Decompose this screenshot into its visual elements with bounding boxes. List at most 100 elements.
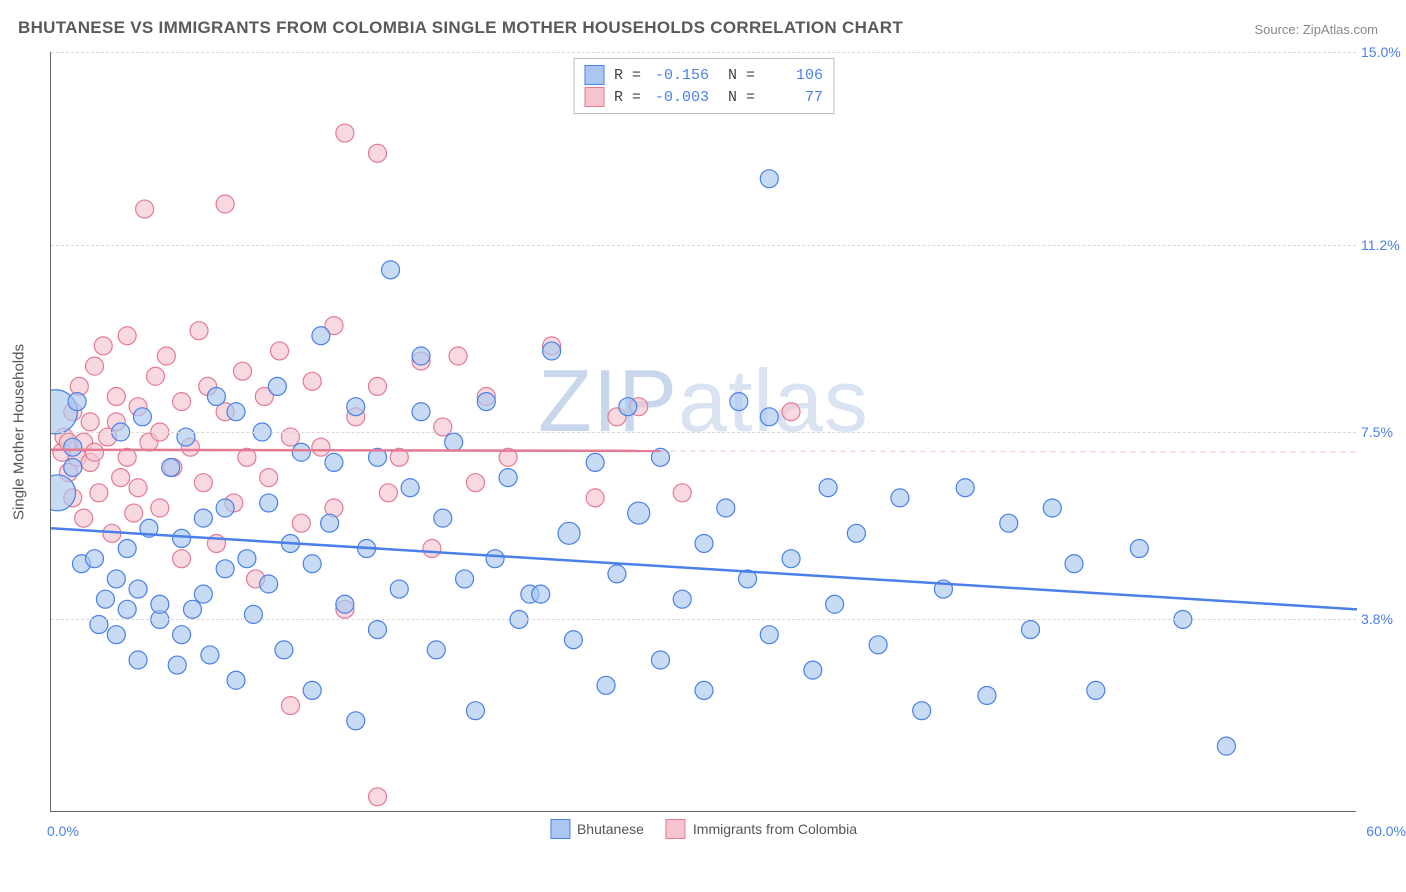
data-point xyxy=(162,458,180,476)
data-point xyxy=(90,616,108,634)
data-point xyxy=(760,408,778,426)
data-point xyxy=(423,540,441,558)
legend-item: Immigrants from Colombia xyxy=(666,819,857,839)
data-point xyxy=(673,484,691,502)
data-point xyxy=(118,600,136,618)
data-point xyxy=(260,494,278,512)
data-point xyxy=(445,433,463,451)
x-axis-min-label: 0.0% xyxy=(47,823,79,839)
data-point xyxy=(94,337,112,355)
y-tick-label: 3.8% xyxy=(1361,611,1406,627)
data-point xyxy=(782,403,800,421)
data-point xyxy=(244,605,262,623)
data-point xyxy=(978,686,996,704)
data-point xyxy=(268,377,286,395)
data-point xyxy=(201,646,219,664)
data-point xyxy=(194,585,212,603)
data-point xyxy=(227,403,245,421)
data-point xyxy=(321,514,339,532)
data-point xyxy=(151,499,169,517)
data-point xyxy=(369,377,387,395)
stat-row: R =-0.003 N =77 xyxy=(584,86,823,108)
x-axis-max-label: 60.0% xyxy=(1366,823,1406,839)
y-tick-label: 15.0% xyxy=(1361,44,1406,60)
data-point xyxy=(369,144,387,162)
data-point xyxy=(466,702,484,720)
legend-label: Bhutanese xyxy=(577,821,644,837)
trend-line xyxy=(51,450,660,451)
data-point xyxy=(1130,540,1148,558)
legend-swatch xyxy=(550,819,570,839)
data-point xyxy=(695,534,713,552)
data-point xyxy=(1217,737,1235,755)
data-point xyxy=(499,469,517,487)
data-point xyxy=(760,170,778,188)
data-point xyxy=(586,453,604,471)
data-point xyxy=(325,453,343,471)
data-point xyxy=(81,413,99,431)
data-point xyxy=(68,393,86,411)
data-point xyxy=(118,327,136,345)
data-point xyxy=(96,590,114,608)
data-point xyxy=(292,514,310,532)
data-point xyxy=(260,575,278,593)
data-point xyxy=(177,428,195,446)
data-point xyxy=(826,595,844,613)
data-point xyxy=(412,347,430,365)
correlation-stats-box: R =-0.156 N =106R =-0.003 N =77 xyxy=(573,58,834,114)
data-point xyxy=(1087,681,1105,699)
data-point xyxy=(913,702,931,720)
data-point xyxy=(86,550,104,568)
data-point xyxy=(628,502,650,524)
data-point xyxy=(90,484,108,502)
data-point xyxy=(379,484,397,502)
data-point xyxy=(136,200,154,218)
data-point xyxy=(112,469,130,487)
data-point xyxy=(651,651,669,669)
data-point xyxy=(303,681,321,699)
data-point xyxy=(558,522,580,544)
data-point xyxy=(312,327,330,345)
data-point xyxy=(227,671,245,689)
data-point xyxy=(819,479,837,497)
data-point xyxy=(369,621,387,639)
data-point xyxy=(956,479,974,497)
data-point xyxy=(194,509,212,527)
data-point xyxy=(260,469,278,487)
data-point xyxy=(619,398,637,416)
data-point xyxy=(782,550,800,568)
data-point xyxy=(129,651,147,669)
stat-n-value: 77 xyxy=(765,89,823,106)
data-point xyxy=(347,398,365,416)
data-point xyxy=(586,489,604,507)
data-point xyxy=(434,418,452,436)
data-point xyxy=(466,474,484,492)
data-point xyxy=(275,641,293,659)
data-point xyxy=(292,443,310,461)
data-point xyxy=(532,585,550,603)
data-point xyxy=(216,560,234,578)
data-point xyxy=(412,403,430,421)
data-point xyxy=(129,580,147,598)
data-point xyxy=(125,504,143,522)
stat-n-value: 106 xyxy=(765,67,823,84)
stat-r-value: -0.003 xyxy=(651,89,709,106)
data-point xyxy=(543,342,561,360)
data-point xyxy=(477,393,495,411)
data-point xyxy=(564,631,582,649)
data-point xyxy=(207,388,225,406)
gridline xyxy=(51,245,1356,246)
data-point xyxy=(146,367,164,385)
legend-item: Bhutanese xyxy=(550,819,644,839)
data-point xyxy=(86,357,104,375)
data-point xyxy=(238,550,256,568)
data-point xyxy=(303,555,321,573)
data-point xyxy=(303,372,321,390)
data-point xyxy=(336,124,354,142)
data-point xyxy=(64,438,82,456)
plot-area: 3.8%7.5%11.2%15.0% xyxy=(51,52,1356,811)
data-point xyxy=(597,676,615,694)
data-point xyxy=(847,524,865,542)
legend-swatch xyxy=(584,87,604,107)
data-point xyxy=(190,322,208,340)
